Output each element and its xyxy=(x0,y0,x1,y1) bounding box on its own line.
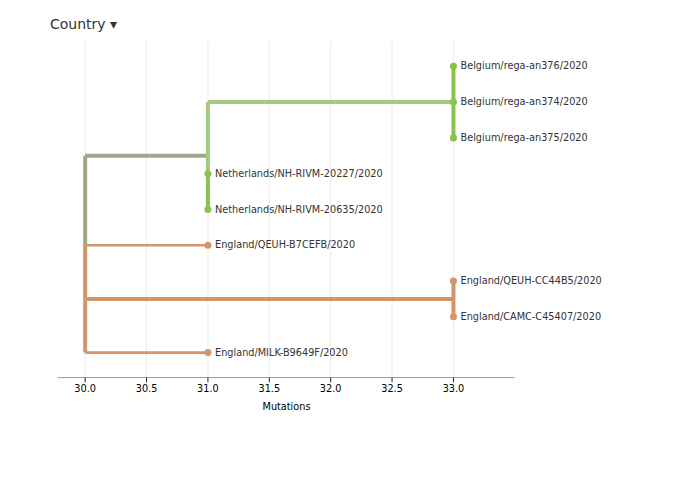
html-text:Country ▾: Country ▾ xyxy=(50,16,118,32)
svg-text:Netherlands/NH-RIVM-20227/2020: Netherlands/NH-RIVM-20227/2020 xyxy=(215,168,383,179)
svg-text:England/CAMC-C45407/2020: England/CAMC-C45407/2020 xyxy=(461,311,602,322)
svg-text:32.0: 32.0 xyxy=(320,383,342,394)
svg-text:England/QEUH-CC44B5/2020: England/QEUH-CC44B5/2020 xyxy=(461,275,602,286)
svg-text:32.5: 32.5 xyxy=(381,383,403,394)
svg-text:Belgium/rega-an374/2020: Belgium/rega-an374/2020 xyxy=(461,96,588,107)
svg-text:Netherlands/NH-RIVM-20635/2020: Netherlands/NH-RIVM-20635/2020 xyxy=(215,204,383,215)
svg-text:Mutations: Mutations xyxy=(262,401,310,412)
svg-text:31.5: 31.5 xyxy=(258,383,280,394)
svg-text:33.0: 33.0 xyxy=(443,383,465,394)
svg-text:England/MILK-B9649F/2020: England/MILK-B9649F/2020 xyxy=(215,347,348,358)
svg-text:Belgium/rega-an376/2020: Belgium/rega-an376/2020 xyxy=(461,60,588,71)
svg-text:31.0: 31.0 xyxy=(197,383,219,394)
svg-text:30.0: 30.0 xyxy=(74,383,96,394)
svg-text:Belgium/rega-an375/2020: Belgium/rega-an375/2020 xyxy=(461,132,588,143)
svg-text:England/QEUH-B7CEFB/2020: England/QEUH-B7CEFB/2020 xyxy=(215,239,355,250)
svg-text:30.5: 30.5 xyxy=(136,383,158,394)
